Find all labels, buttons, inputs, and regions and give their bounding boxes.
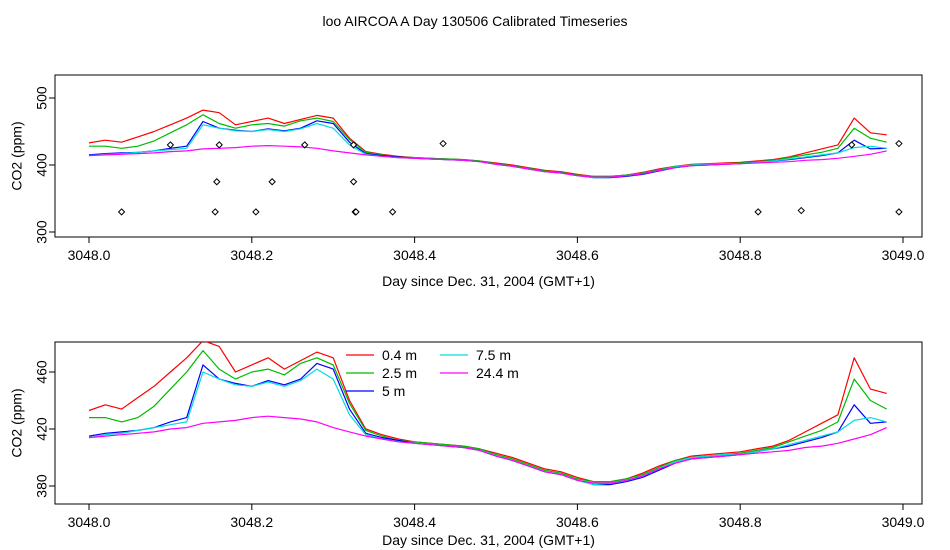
series-line-0-4-m <box>88 109 887 177</box>
series-line-5-m <box>88 362 887 486</box>
data-point <box>268 178 276 186</box>
data-point <box>895 139 903 148</box>
panel-bottom: 3048.0 3048.2 3048.4 3048.6 3048.8 3049.0 380 4… <box>9 341 925 548</box>
x-tick-label: 3048.2 <box>230 514 273 530</box>
series-line-24-4-m <box>88 415 887 484</box>
data-point <box>797 206 805 215</box>
x-tick-label: 3048.8 <box>719 247 762 263</box>
x-axis-label: Day since Dec. 31, 2004 (GMT+1) <box>382 532 595 548</box>
x-tick-label: 3048.6 <box>556 514 599 530</box>
data-point <box>754 208 762 216</box>
plot-marks <box>88 109 903 216</box>
y-tick-label: 380 <box>34 474 50 498</box>
y-tick-label: 400 <box>34 153 50 177</box>
data-point <box>117 208 126 216</box>
x-tick-label: 3048.4 <box>393 247 436 263</box>
x-axis-label: Day since Dec. 31, 2004 (GMT+1) <box>382 273 595 289</box>
x-tick-label: 3048.6 <box>556 247 599 263</box>
x-tick-label: 3048.2 <box>230 247 273 263</box>
data-point <box>848 141 856 149</box>
data-point <box>252 208 260 216</box>
data-point <box>352 208 360 216</box>
series-line-2-5-m <box>89 350 887 483</box>
series-line-7-5-m <box>88 122 887 179</box>
series-line-24-4-m <box>88 145 887 178</box>
x-tick-label: 3049.0 <box>882 247 925 263</box>
y-tick-label: 500 <box>34 86 50 110</box>
data-point <box>301 141 309 149</box>
plot-marks <box>88 342 887 486</box>
x-tick-label: 3049.0 <box>882 514 925 530</box>
x-tick-label: 3048.0 <box>68 247 111 263</box>
series-line-2-5-m <box>89 114 887 177</box>
legend-label: 2.5 m <box>382 365 417 381</box>
data-point <box>388 208 397 216</box>
x-tick-label: 3048.8 <box>719 514 762 530</box>
panel-top: 3048.0 3048.2 3048.4 3048.6 3048.8 3049.0 300 4… <box>9 74 925 289</box>
y-tick-label: 300 <box>34 220 50 244</box>
y-tick-label: 460 <box>34 360 50 384</box>
legend-label: 5 m <box>382 383 405 399</box>
legend-label: 7.5 m <box>476 347 511 363</box>
chart-title: loo AIRCOA A Day 130506 Calibrated Times… <box>322 13 627 29</box>
y-axis-label: CO2 (ppm) <box>9 388 25 457</box>
legend-label: 0.4 m <box>382 347 417 363</box>
x-tick-label: 3048.0 <box>68 514 111 530</box>
y-tick-label: 420 <box>34 417 50 441</box>
data-point <box>349 141 358 149</box>
data-point <box>439 139 447 148</box>
x-tick-label: 3048.4 <box>393 514 436 530</box>
series-line-0-4-m <box>88 342 887 483</box>
data-point <box>895 208 903 216</box>
y-axis-label: CO2 (ppm) <box>9 121 25 190</box>
data-point <box>166 141 175 149</box>
series-line-7-5-m <box>88 368 887 486</box>
data-point <box>215 141 223 149</box>
legend-label: 24.4 m <box>476 365 519 381</box>
data-point <box>213 178 221 186</box>
data-point <box>349 178 358 186</box>
data-point <box>211 208 219 216</box>
